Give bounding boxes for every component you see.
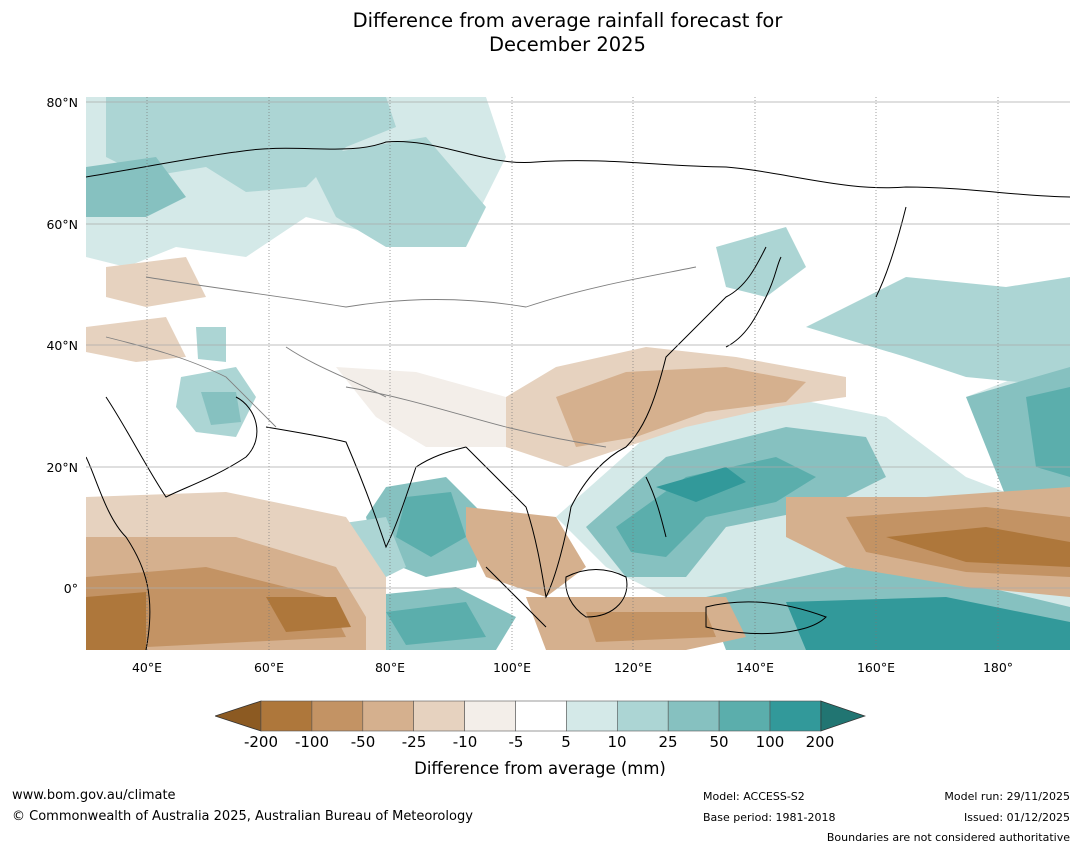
model-name: Model: ACCESS-S2	[703, 790, 805, 803]
dry-area-java-sea-core	[586, 612, 716, 642]
dry-area-south-china	[556, 367, 806, 447]
colorbar-tick: -50	[350, 733, 376, 751]
wet-area-pacific-east-core	[1026, 387, 1070, 477]
wet-area-caspian	[196, 327, 226, 362]
dry-area-tibet	[336, 367, 506, 447]
wet-area-new-guinea-core	[786, 597, 1070, 650]
colorbar-tick: -5	[508, 733, 524, 751]
colorbar-bin-100_200	[769, 700, 822, 732]
lat-label-20n: 20°N	[46, 460, 78, 475]
coastline-borneo	[565, 569, 628, 618]
lat-label-0: 0°	[63, 581, 78, 596]
coastline-se-asia	[465, 246, 767, 599]
boundaries-disclaimer: Boundaries are not considered authoritat…	[826, 831, 1070, 844]
dry-area-black-sea	[106, 257, 206, 307]
lon-label-140e: 140°E	[735, 660, 774, 675]
dry-area-east-africa	[86, 592, 146, 650]
wet-area-philippines-deep	[656, 467, 746, 502]
lon-label-60e: 60°E	[253, 660, 285, 675]
colorbar-bin-m200_m100	[260, 700, 313, 732]
coastline-africa	[86, 456, 151, 650]
colorbar-tick: 50	[709, 733, 729, 751]
coastline-japan	[725, 256, 782, 348]
border-central-asia	[145, 266, 697, 308]
colorbar-extend-high	[820, 700, 866, 732]
dry-area-central-pacific-core	[886, 527, 1070, 567]
colorbar-tick: 10	[607, 733, 627, 751]
colorbar-bin-m100_m50	[311, 700, 364, 732]
lon-label-80e: 80°E	[374, 660, 406, 675]
dry-area-indian-ocean-core	[266, 597, 351, 632]
rainfall-map	[86, 97, 1070, 650]
colorbar-bin-50_100	[718, 700, 771, 732]
colorbar-tick: 100	[755, 733, 785, 751]
border-india-north	[285, 346, 387, 398]
colorbar-tick: -25	[401, 733, 427, 751]
colorbar-tick: -10	[452, 733, 478, 751]
coastline-new-guinea	[705, 601, 827, 635]
colorbar-tick: 25	[658, 733, 678, 751]
lon-label-100e: 100°E	[492, 660, 531, 675]
lat-label-80n: 80°N	[46, 95, 78, 110]
lat-label-40n: 40°N	[46, 338, 78, 353]
wet-area-bay-of-bengal-core	[396, 492, 466, 557]
issued-date: Issued: 01/12/2025	[963, 811, 1070, 824]
border-china-south	[345, 386, 607, 448]
colorbar-tick: -200	[243, 733, 279, 751]
colorbar-tick: 5	[561, 733, 571, 751]
lon-label-40e: 40°E	[131, 660, 163, 675]
colorbar-bin-5_10	[566, 700, 618, 732]
title-line-1: Difference from average rainfall forecas…	[352, 9, 783, 32]
base-period: Base period: 1981-2018	[703, 811, 836, 824]
wet-area-philippines-core	[616, 457, 816, 557]
website-link[interactable]: www.bom.gov.au/climate	[12, 788, 176, 803]
coastline-philippines	[645, 476, 667, 538]
wet-area-persian-gulf	[201, 392, 241, 425]
coastline-arabia	[105, 396, 258, 498]
copyright-text: © Commonwealth of Australia 2025, Austra…	[12, 809, 473, 824]
colorbar-bin-m25_m10	[413, 700, 465, 732]
coastline-kamchatka	[875, 206, 907, 298]
colorbar-title: Difference from average (mm)	[414, 759, 666, 778]
lon-label-160e: 160°E	[856, 660, 895, 675]
colorbar-bin-10_25	[616, 700, 669, 732]
colorbar-tick: -100	[294, 733, 330, 751]
colorbar-bin-m10_m5	[464, 700, 516, 732]
wet-area-europe-north	[86, 157, 186, 217]
lon-label-120e: 120°E	[613, 660, 652, 675]
dry-area-south-china-sea	[466, 507, 586, 597]
coastline-india	[265, 426, 467, 549]
colorbar-bin-m5_5	[515, 700, 567, 732]
dry-area-mediterranean	[86, 317, 186, 362]
colorbar-bin-25_50	[667, 700, 720, 732]
wet-area-japan	[716, 227, 806, 297]
lon-label-180: 180°	[982, 660, 1014, 675]
colorbar-tick: 200	[805, 733, 835, 751]
model-run: Model run: 29/11/2025	[944, 790, 1070, 803]
lat-label-60n: 60°N	[46, 217, 78, 232]
colorbar-extend-low	[215, 700, 262, 732]
colorbar-bin-m50_m25	[362, 700, 415, 732]
wet-area-west-siberia	[306, 137, 486, 247]
colorbar	[215, 700, 866, 732]
coastline-eurasia-north	[86, 140, 1070, 198]
wet-area-north-pacific	[806, 277, 1070, 387]
chart-title: Difference from average rainfall forecas…	[0, 9, 1081, 57]
coastline-sumatra	[485, 566, 547, 628]
title-line-2: December 2025	[489, 33, 646, 56]
wet-area-sumatra-west-core	[386, 602, 486, 645]
